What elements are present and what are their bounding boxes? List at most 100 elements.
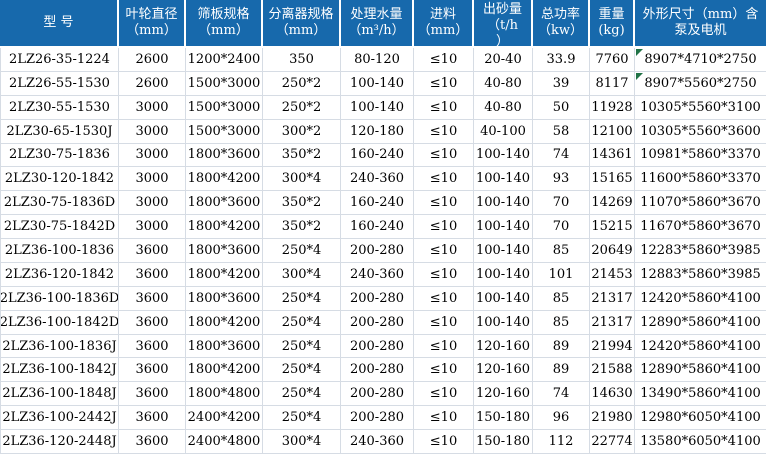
cell-value: 21317 (591, 290, 633, 306)
cell-value: 2LZ30-120-1842 (4, 171, 115, 187)
cell-value: 21980 (591, 410, 633, 426)
cell-value: 240-360 (349, 171, 405, 187)
cell-value: 2LZ36-100-1836 (4, 242, 115, 258)
cell-value: 350*2 (281, 195, 322, 211)
cell-power: 74 (533, 382, 590, 407)
cell-value: 300*2 (281, 123, 322, 139)
cell-separator: 350*2 (263, 143, 341, 168)
cell-value: 21317 (591, 314, 633, 330)
cell-weight: 7760 (590, 48, 635, 72)
cell-dims: 12890*5860*4100 (635, 311, 766, 335)
cell-feed: ≤10 (414, 167, 474, 192)
cell-value: 2LZ30-75-1836 (9, 147, 110, 163)
column-header-label: 外形尺寸（mm）含 (642, 7, 759, 22)
cell-value: 2LZ36-100-1836J (2, 338, 117, 354)
cell-power: 89 (533, 358, 590, 383)
cell-value: ≤10 (429, 314, 458, 330)
cell-value: 20-40 (484, 51, 522, 67)
column-header-unit: （m³/h） (348, 23, 405, 38)
cell-power: 101 (533, 262, 590, 287)
table-row: 2LZ36-100-1836J 3600 1800*3600 250*4 200-280… (0, 334, 766, 359)
cell-power: 50 (533, 95, 590, 120)
cell-value: 100-140 (475, 242, 531, 258)
cell-value: 160-240 (349, 219, 405, 235)
cell-screen: 1800*4800 (186, 382, 263, 407)
cell-sand: 100-140 (474, 167, 533, 192)
cell-value: 93 (552, 171, 570, 187)
cell-value: ≤10 (429, 99, 458, 115)
cell-value: 8907*4710*2750 (644, 51, 757, 67)
column-header-overall-dimensions: 外形尺寸（mm）含 泵及电机 (635, 0, 766, 48)
cell-value: 300*4 (281, 434, 322, 450)
cell-value: 2LZ36-100-2442J (2, 410, 117, 426)
cell-value: 40-100 (480, 123, 526, 139)
cell-value: 10981*5860*3370 (640, 147, 761, 163)
cell-feed: ≤10 (414, 334, 474, 359)
cell-feed: ≤10 (414, 382, 474, 407)
cell-sand: 100-140 (474, 262, 533, 287)
cell-value: 2LZ26-55-1530 (9, 75, 110, 91)
cell-feed: ≤10 (414, 119, 474, 144)
cell-water: 80-120 (341, 48, 414, 72)
cell-value: 200-280 (349, 242, 405, 258)
cell-value: 3600 (135, 242, 169, 258)
cell-separator: 250*4 (263, 239, 341, 263)
cell-value: 3000 (135, 219, 169, 235)
cell-value: 250*4 (281, 290, 322, 306)
table-row: 2LZ30-75-1836 3000 1800*3600 350*2 160-240 ≤1… (0, 143, 766, 168)
cell-value: 7760 (595, 51, 629, 67)
cell-sand: 100-140 (474, 191, 533, 216)
cell-value: 14361 (591, 147, 633, 163)
cell-power: 96 (533, 406, 590, 431)
cell-sand: 150-180 (474, 430, 533, 454)
cell-weight: 12100 (590, 119, 635, 144)
cell-value: 1800*3600 (187, 242, 261, 258)
cell-value: ≤10 (429, 338, 458, 354)
cell-feed: ≤10 (414, 48, 474, 72)
cell-model: 2LZ36-100-1836D (0, 286, 119, 311)
cell-weight: 21317 (590, 310, 635, 335)
column-header-label: 处理水量 (350, 7, 403, 22)
cell-dims: 10305*5560*3600 (635, 120, 766, 144)
column-header-unit: （kw） (537, 23, 583, 38)
cell-value: 15215 (591, 219, 633, 235)
cell-dims: 12420*5860*4100 (635, 287, 766, 311)
cell-value: 250*4 (281, 386, 322, 402)
cell-value: ≤10 (429, 75, 458, 91)
cell-value: 12980*6050*4100 (640, 410, 761, 426)
column-header-model: 型 号 (0, 0, 119, 48)
cell-impeller: 3000 (119, 95, 186, 120)
cell-value: 3600 (135, 386, 169, 402)
cell-separator: 300*4 (263, 262, 341, 287)
cell-dims: 11670*5860*3670 (635, 215, 766, 240)
cell-model: 2LZ30-120-1842 (0, 167, 119, 192)
cell-power: 39 (533, 71, 590, 96)
cell-water: 100-140 (341, 71, 414, 96)
table-row: 2LZ26-55-1530 2600 1500*3000 250*2 100-140 ≤1… (0, 71, 766, 96)
cell-separator: 250*4 (263, 286, 341, 311)
cell-value: 300*4 (281, 266, 322, 282)
cell-value: 101 (548, 266, 574, 282)
cell-value: 50 (552, 99, 570, 115)
cell-power: 89 (533, 334, 590, 359)
cell-value: ≤10 (429, 51, 458, 67)
column-header-label: 分离器规格 (268, 7, 334, 22)
cell-sand: 100-140 (474, 143, 533, 168)
cell-value: 13490*5860*4100 (640, 386, 761, 402)
cell-model: 2LZ36-100-1836 (0, 239, 119, 263)
cell-water: 200-280 (341, 286, 414, 311)
cell-value: 2LZ36-100-1836D (0, 290, 119, 306)
cell-feed: ≤10 (414, 239, 474, 263)
cell-value: 2LZ30-75-1836D (3, 195, 116, 211)
cell-value: 150-180 (475, 410, 531, 426)
cell-value: 1800*4200 (187, 266, 261, 282)
cell-weight: 21453 (590, 262, 635, 287)
cell-screen: 1800*3600 (186, 286, 263, 311)
cell-value: 12420*5860*4100 (640, 290, 761, 306)
cell-value: 3600 (135, 314, 169, 330)
cell-value: 1200*2400 (187, 51, 261, 67)
cell-value: 74 (552, 147, 570, 163)
cell-weight: 20649 (590, 239, 635, 263)
cell-value: 3000 (135, 195, 169, 211)
cell-feed: ≤10 (414, 286, 474, 311)
